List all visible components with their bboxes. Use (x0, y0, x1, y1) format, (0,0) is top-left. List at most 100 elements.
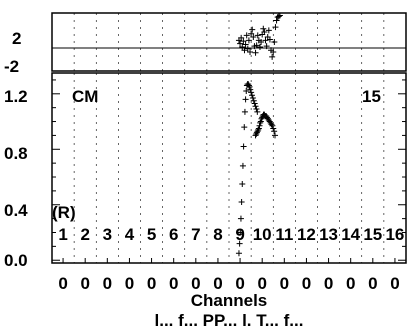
bottom-caption: l... f... PP... l. T... f... (155, 311, 304, 326)
residual-point (238, 34, 245, 41)
channel-label: 14 (341, 225, 360, 244)
channel-label: 11 (275, 225, 293, 244)
residual-point (276, 12, 283, 19)
data-point (245, 82, 252, 89)
residual-points (235, 12, 283, 60)
main-data-points (235, 81, 279, 257)
residual-panel: 2 -2 (4, 12, 407, 76)
data-point (254, 108, 261, 115)
data-point (254, 128, 261, 135)
x-tick-label: 0 (302, 274, 311, 293)
residual-gridlines (73, 13, 385, 71)
data-point (237, 229, 244, 236)
main-ytick-label: 0.8 (4, 144, 28, 163)
x-tick-label: 0 (235, 274, 244, 293)
residual-point (254, 32, 261, 39)
x-tick-label: 0 (324, 274, 333, 293)
data-point (252, 103, 259, 110)
annotation-15: 15 (362, 87, 381, 106)
residual-point (249, 26, 256, 33)
data-point (239, 180, 246, 187)
residual-point (237, 40, 244, 47)
channel-label: 6 (169, 225, 178, 244)
residual-point (263, 43, 270, 50)
data-point (255, 126, 262, 133)
residual-point (244, 45, 251, 52)
data-point (241, 124, 248, 131)
x-tick-label: 0 (280, 274, 289, 293)
annotation-r: (R) (52, 203, 76, 222)
residual-ytick-label: 2 (12, 29, 21, 48)
residual-point (270, 48, 277, 55)
residual-point (241, 47, 248, 54)
data-point (248, 89, 255, 96)
annotation-cm: CM (72, 87, 98, 106)
residual-point (269, 53, 276, 60)
channel-label: 12 (297, 225, 316, 244)
data-point (249, 94, 256, 101)
channel-label: 4 (125, 225, 135, 244)
data-point (272, 132, 279, 139)
x-tick-label: 0 (147, 274, 156, 293)
residual-point (239, 43, 246, 50)
residual-point (261, 29, 268, 36)
data-point (249, 92, 256, 99)
data-point (246, 83, 253, 90)
channel-label: 8 (213, 225, 222, 244)
data-point (252, 132, 259, 139)
residual-point (275, 13, 282, 20)
data-point (245, 81, 252, 88)
residual-point (256, 43, 263, 50)
channel-label: 15 (363, 225, 382, 244)
x-tick-label: 0 (346, 274, 355, 293)
data-point (235, 250, 242, 257)
main-panel: 1.2 0.8 0.4 0.0 CM 15 (R) 1 2 3 4 5 6 7 8 9 10 11 1… (4, 72, 407, 270)
residual-point (250, 34, 257, 41)
main-ytick-label: 1.2 (4, 87, 28, 106)
x-tick-label: 0 (80, 274, 89, 293)
residual-point (240, 38, 247, 45)
data-point (257, 119, 264, 126)
channel-label: 5 (147, 225, 156, 244)
residual-point (273, 17, 280, 24)
x-axis-title: Channels (191, 291, 268, 310)
data-point (247, 86, 254, 93)
x-tick-label: 0 (257, 274, 266, 293)
x-tick-label: 0 (213, 274, 222, 293)
residual-point (248, 30, 255, 37)
residual-point (258, 39, 265, 45)
data-point (243, 88, 250, 95)
channel-label: 1 (58, 225, 67, 244)
data-point (242, 96, 249, 103)
residual-point (272, 24, 279, 31)
residual-point (245, 37, 252, 44)
channel-label: 3 (103, 225, 112, 244)
data-point (250, 97, 257, 104)
x-tick-label: 0 (103, 274, 112, 293)
data-point (269, 122, 276, 129)
data-point (241, 108, 248, 115)
data-point (239, 162, 246, 169)
data-point (240, 143, 247, 150)
x-tick-label: 0 (191, 274, 200, 293)
residual-point (271, 39, 278, 45)
data-point (251, 100, 258, 107)
data-point (253, 129, 260, 136)
residual-point (265, 27, 272, 34)
channel-label: 7 (191, 225, 200, 244)
channel-label: 2 (80, 225, 89, 244)
channel-label: 13 (319, 225, 338, 244)
data-point (255, 125, 262, 132)
residual-ytick-label: -2 (4, 57, 19, 76)
main-ytick-label: 0.0 (4, 251, 28, 270)
residual-point (252, 49, 259, 56)
channel-label: 16 (385, 225, 404, 244)
x-tick-label: 0 (368, 274, 377, 293)
residual-point (253, 42, 260, 49)
x-tick-label: 0 (58, 274, 67, 293)
data-point (257, 118, 264, 125)
main-axis-ticks (52, 79, 406, 263)
x-tick-label: 0 (125, 274, 134, 293)
data-point (237, 215, 244, 222)
residual-point (243, 32, 250, 39)
